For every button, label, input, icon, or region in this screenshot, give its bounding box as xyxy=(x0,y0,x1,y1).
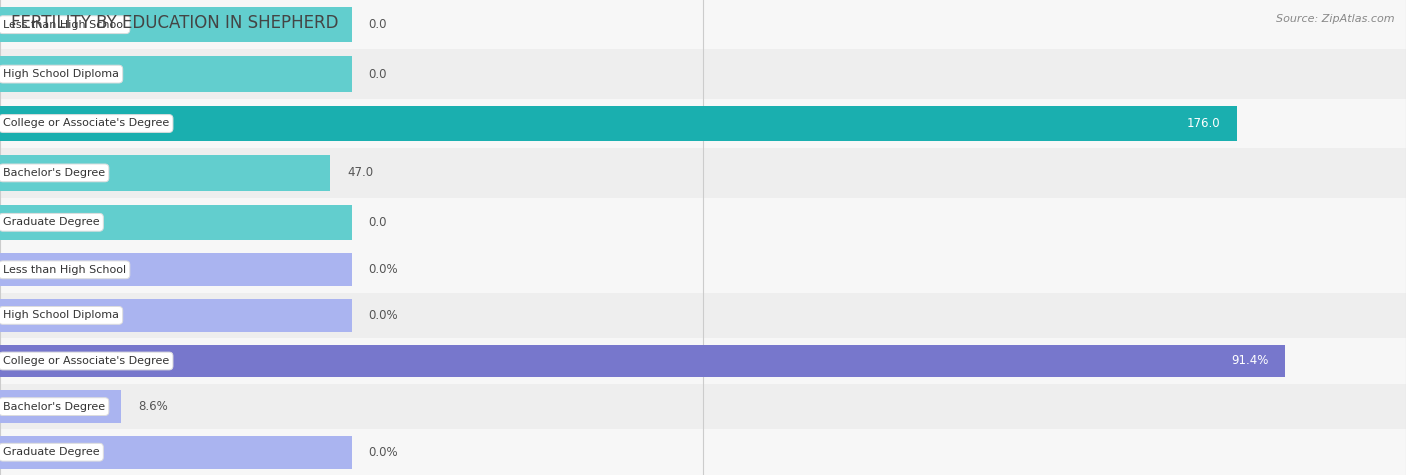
Text: 0.0: 0.0 xyxy=(368,67,387,81)
Bar xyxy=(0,436,352,469)
Bar xyxy=(0,390,121,423)
Text: Bachelor's Degree: Bachelor's Degree xyxy=(3,401,105,412)
Bar xyxy=(0,198,1406,247)
Text: Less than High School: Less than High School xyxy=(3,265,127,275)
Text: High School Diploma: High School Diploma xyxy=(3,69,120,79)
Text: 47.0: 47.0 xyxy=(347,166,374,180)
Bar xyxy=(0,7,352,42)
Bar xyxy=(0,148,1406,198)
Bar xyxy=(0,384,1406,429)
Bar xyxy=(0,99,1406,148)
Text: 0.0%: 0.0% xyxy=(368,263,398,276)
Text: Graduate Degree: Graduate Degree xyxy=(3,217,100,228)
Text: College or Associate's Degree: College or Associate's Degree xyxy=(3,356,169,366)
Text: 176.0: 176.0 xyxy=(1187,117,1220,130)
Bar xyxy=(0,57,352,92)
Text: Source: ZipAtlas.com: Source: ZipAtlas.com xyxy=(1277,14,1395,24)
Bar xyxy=(0,49,1406,99)
Bar xyxy=(0,205,352,240)
Bar xyxy=(0,155,330,190)
Bar xyxy=(0,293,1406,338)
Text: FERTILITY BY EDUCATION IN SHEPHERD: FERTILITY BY EDUCATION IN SHEPHERD xyxy=(11,14,339,32)
Text: Less than High School: Less than High School xyxy=(3,19,127,30)
Bar xyxy=(0,247,1406,293)
Bar xyxy=(0,106,1237,141)
Bar xyxy=(0,338,1406,384)
Text: 0.0: 0.0 xyxy=(368,216,387,229)
Text: 0.0%: 0.0% xyxy=(368,446,398,459)
Text: 0.0: 0.0 xyxy=(368,18,387,31)
Bar xyxy=(0,0,1406,49)
Text: 91.4%: 91.4% xyxy=(1230,354,1268,368)
Text: 8.6%: 8.6% xyxy=(138,400,167,413)
Text: Bachelor's Degree: Bachelor's Degree xyxy=(3,168,105,178)
Text: College or Associate's Degree: College or Associate's Degree xyxy=(3,118,169,129)
Bar xyxy=(0,344,1285,378)
Text: 0.0%: 0.0% xyxy=(368,309,398,322)
Bar xyxy=(0,299,352,332)
Bar xyxy=(0,253,352,286)
Text: Graduate Degree: Graduate Degree xyxy=(3,447,100,457)
Text: High School Diploma: High School Diploma xyxy=(3,310,120,321)
Bar xyxy=(0,429,1406,475)
